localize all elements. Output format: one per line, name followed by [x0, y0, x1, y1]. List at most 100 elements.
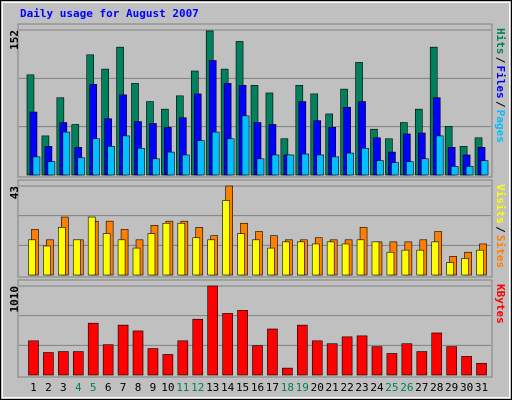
- bar: [222, 313, 233, 376]
- bar: [401, 249, 410, 276]
- bar: [416, 249, 425, 276]
- bar: [162, 222, 171, 276]
- bar: [182, 154, 190, 176]
- bar: [222, 200, 230, 276]
- bar: [376, 160, 384, 176]
- bar: [196, 140, 205, 176]
- bar: [331, 156, 339, 176]
- bar: [117, 324, 129, 376]
- bar: [326, 241, 335, 276]
- y-tick-label: 1010: [8, 286, 21, 313]
- bar: [371, 241, 380, 276]
- bar: [87, 216, 96, 276]
- bar: [167, 151, 175, 176]
- x-tick-label: 18: [281, 381, 294, 394]
- x-tick-label: 11: [176, 381, 189, 394]
- bar: [420, 158, 429, 176]
- legend-label: Pages: [494, 110, 507, 143]
- bar: [58, 227, 66, 276]
- legend-label: Files: [494, 66, 507, 99]
- bar: [301, 153, 310, 176]
- bar: [177, 340, 189, 376]
- y-tick-label: 152: [8, 30, 21, 50]
- bar: [117, 239, 126, 276]
- x-tick-label: 12: [191, 381, 204, 394]
- x-tick-label: 7: [120, 381, 127, 394]
- legend-separator: /: [494, 226, 507, 233]
- bar: [371, 346, 383, 376]
- bar: [446, 262, 454, 276]
- x-tick-label: 20: [311, 381, 324, 394]
- bar: [132, 247, 141, 276]
- bar: [162, 354, 174, 376]
- x-tick-label: 2: [45, 381, 52, 394]
- bar: [72, 239, 81, 276]
- x-tick-label: 5: [90, 381, 97, 394]
- bar: [361, 147, 369, 176]
- bar: [132, 330, 144, 376]
- bar: [286, 154, 295, 176]
- bar: [58, 351, 69, 376]
- bar: [122, 135, 130, 176]
- bar: [465, 166, 474, 176]
- bar: [152, 158, 160, 176]
- x-tick-label: 27: [415, 381, 428, 394]
- legend-label: KBytes: [494, 284, 507, 324]
- x-tick-label: 9: [150, 381, 157, 394]
- chart-title: Daily usage for August 2007: [20, 7, 199, 20]
- bar: [282, 241, 290, 276]
- bar: [391, 162, 399, 176]
- x-tick-label: 25: [385, 381, 398, 394]
- bar: [147, 348, 159, 376]
- bar: [252, 239, 260, 276]
- bar: [102, 233, 111, 276]
- legend-label: Visits: [494, 184, 507, 224]
- bar: [177, 222, 186, 276]
- legend-label: Hits: [494, 28, 507, 55]
- bar: [401, 343, 413, 376]
- bar: [341, 243, 350, 276]
- bar: [237, 310, 248, 376]
- bar: [107, 146, 115, 176]
- bar: [77, 157, 86, 176]
- legend-separator: /: [494, 101, 507, 108]
- x-tick-label: 8: [135, 381, 142, 394]
- bar: [386, 251, 395, 276]
- bar: [92, 138, 101, 176]
- bar: [316, 154, 325, 176]
- bar: [480, 160, 489, 176]
- x-tick-label: 24: [370, 381, 384, 394]
- legend-label: Sites: [494, 235, 507, 268]
- bar: [356, 335, 368, 376]
- bar: [43, 352, 54, 376]
- x-tick-label: 30: [460, 381, 473, 394]
- x-tick-label: 16: [251, 381, 264, 394]
- bar: [476, 362, 487, 376]
- bar: [43, 245, 51, 276]
- bar: [237, 233, 245, 276]
- bar: [207, 285, 218, 376]
- x-tick-label: 22: [340, 381, 353, 394]
- x-tick-label: 26: [400, 381, 413, 394]
- bar: [211, 131, 220, 176]
- x-tick-label: 28: [430, 381, 443, 394]
- bar: [346, 152, 354, 176]
- bar: [267, 328, 278, 376]
- bar: [297, 241, 305, 276]
- bar: [72, 351, 84, 376]
- x-tick-label: 3: [60, 381, 67, 394]
- x-tick-label: 29: [445, 381, 458, 394]
- bar: [297, 324, 308, 376]
- bar: [192, 237, 201, 276]
- x-tick-label: 19: [296, 381, 309, 394]
- bar: [137, 147, 145, 176]
- bar: [32, 156, 41, 176]
- x-tick-label: 15: [236, 381, 249, 394]
- bar: [87, 322, 99, 376]
- bar: [241, 115, 250, 176]
- bar: [461, 356, 472, 376]
- bar: [326, 343, 338, 376]
- bar: [62, 131, 71, 176]
